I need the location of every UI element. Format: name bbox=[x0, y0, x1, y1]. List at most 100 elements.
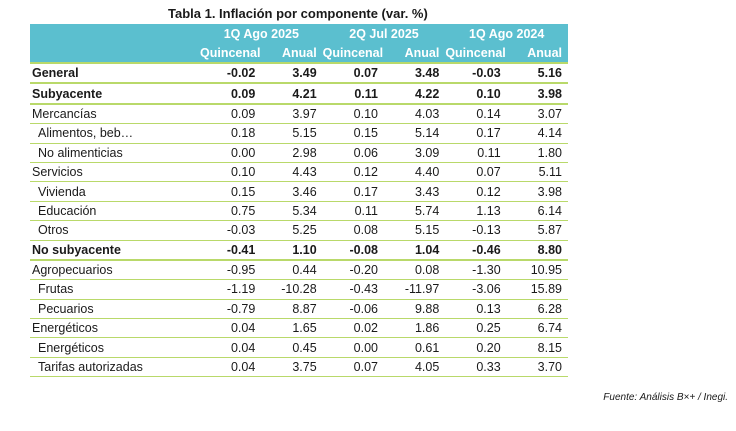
row-label: Mercancías bbox=[30, 103, 200, 125]
period-header: 1Q Ago 2025 bbox=[200, 24, 323, 43]
table-cell: 3.75 bbox=[261, 357, 323, 378]
row-label: Educación bbox=[30, 201, 200, 222]
table-cell: 0.04 bbox=[200, 337, 262, 358]
table-cell: 0.75 bbox=[200, 201, 262, 222]
table-row: Educación 0.75 5.34 0.11 5.74 1.13 6.14 bbox=[30, 201, 568, 222]
table-cell: 1.13 bbox=[445, 201, 507, 222]
table-cell: -0.43 bbox=[322, 279, 384, 300]
table-cell: 5.25 bbox=[261, 220, 323, 241]
table-cell: 3.43 bbox=[384, 181, 446, 202]
table-cell: 6.74 bbox=[506, 318, 568, 339]
subheader-anual: Anual bbox=[261, 43, 323, 63]
table-cell: 0.08 bbox=[384, 259, 446, 281]
table-cell: 3.09 bbox=[384, 143, 446, 163]
row-label: Agropecuarios bbox=[30, 259, 200, 281]
table-row: Energéticos 0.04 1.65 0.02 1.86 0.25 6.7… bbox=[30, 318, 568, 339]
row-label: Vivienda bbox=[30, 181, 200, 202]
row-label: Tarifas autorizadas bbox=[30, 357, 200, 378]
row-label: Pecuarios bbox=[30, 299, 200, 320]
row-label: Subyacente bbox=[30, 83, 200, 105]
table-cell: 4.05 bbox=[384, 357, 446, 378]
table-cell: 5.15 bbox=[384, 220, 446, 241]
table-cell: 9.88 bbox=[384, 299, 446, 320]
table-cell: -1.19 bbox=[200, 279, 262, 300]
row-label: Otros bbox=[30, 220, 200, 241]
table-cell: 4.22 bbox=[384, 83, 446, 105]
row-label: Alimentos, beb… bbox=[30, 123, 200, 144]
table-cell: 4.40 bbox=[384, 162, 446, 183]
table-row: Agropecuarios -0.95 0.44 -0.20 0.08 -1.3… bbox=[30, 259, 568, 281]
table-cell: 5.15 bbox=[261, 123, 323, 144]
table-cell: 0.33 bbox=[445, 357, 507, 378]
table-row: Tarifas autorizadas 0.04 3.75 0.07 4.05 … bbox=[30, 357, 568, 378]
table-cell: 6.14 bbox=[506, 201, 568, 222]
subheader-row: Quincenal Anual Quincenal Anual Quincena… bbox=[30, 43, 568, 63]
table-row: Frutas -1.19 -10.28 -0.43 -11.97 -3.06 1… bbox=[30, 279, 568, 300]
table-cell: -0.03 bbox=[445, 61, 507, 85]
table-cell: 5.74 bbox=[384, 201, 446, 222]
table-cell: 0.45 bbox=[261, 337, 323, 358]
row-label: General bbox=[30, 61, 200, 85]
header-blank-cell bbox=[30, 43, 200, 63]
table-cell: 0.44 bbox=[261, 259, 323, 281]
table-cell: 0.18 bbox=[200, 123, 262, 144]
table-cell: 0.14 bbox=[445, 103, 507, 125]
table-cell: 0.11 bbox=[322, 83, 384, 105]
table-cell: 0.07 bbox=[322, 357, 384, 378]
table-cell: 4.43 bbox=[261, 162, 323, 183]
table-cell: 8.80 bbox=[506, 240, 568, 261]
table-cell: -0.03 bbox=[200, 220, 262, 241]
table-cell: 0.12 bbox=[445, 181, 507, 202]
table-cell: 4.21 bbox=[261, 83, 323, 105]
table-cell: 5.11 bbox=[506, 162, 568, 183]
row-label: No subyacente bbox=[30, 240, 200, 261]
table-cell: -0.02 bbox=[200, 61, 262, 85]
table-row: No alimenticias 0.00 2.98 0.06 3.09 0.11… bbox=[30, 143, 568, 163]
table-cell: 3.97 bbox=[261, 103, 323, 125]
table-cell: -1.30 bbox=[445, 259, 507, 281]
table-cell: 0.07 bbox=[445, 162, 507, 183]
period-header: 2Q Jul 2025 bbox=[322, 24, 446, 43]
table-cell: 4.14 bbox=[506, 123, 568, 144]
table-row: General -0.02 3.49 0.07 3.48 -0.03 5.16 bbox=[30, 61, 568, 85]
subheader-quincenal: Quincenal bbox=[445, 43, 507, 63]
table-cell: 1.10 bbox=[261, 240, 323, 261]
table-cell: 5.14 bbox=[384, 123, 446, 144]
table-cell: -0.08 bbox=[322, 240, 384, 261]
table-cell: 0.25 bbox=[445, 318, 507, 339]
row-label: Energéticos bbox=[30, 337, 200, 358]
table-cell: 0.20 bbox=[445, 337, 507, 358]
subheader-anual: Anual bbox=[384, 43, 446, 63]
table-row: Otros -0.03 5.25 0.08 5.15 -0.13 5.87 bbox=[30, 220, 568, 241]
table-cell: -0.41 bbox=[200, 240, 262, 261]
row-label: Energéticos bbox=[30, 318, 200, 339]
table-cell: 0.04 bbox=[200, 357, 262, 378]
table-cell: 2.98 bbox=[261, 143, 323, 163]
table-cell: 0.11 bbox=[322, 201, 384, 222]
source-note: Fuente: Análisis B×+ / Inegi. bbox=[603, 392, 728, 403]
row-label: Servicios bbox=[30, 162, 200, 183]
period-header-row: 1Q Ago 2025 2Q Jul 2025 1Q Ago 2024 bbox=[30, 24, 568, 43]
table-row: Servicios 0.10 4.43 0.12 4.40 0.07 5.11 bbox=[30, 162, 568, 183]
row-label: Frutas bbox=[30, 279, 200, 300]
table-cell: 3.46 bbox=[261, 181, 323, 202]
table-cell: 0.10 bbox=[322, 103, 384, 125]
table-title: Tabla 1. Inflación por componente (var. … bbox=[168, 6, 428, 21]
table-cell: -11.97 bbox=[384, 279, 446, 300]
table-cell: 0.15 bbox=[322, 123, 384, 144]
table-cell: -0.46 bbox=[445, 240, 507, 261]
table-cell: 10.95 bbox=[506, 259, 568, 281]
table-cell: 1.80 bbox=[506, 143, 568, 163]
table-cell: 8.87 bbox=[261, 299, 323, 320]
table-cell: 0.06 bbox=[322, 143, 384, 163]
table-cell: 0.15 bbox=[200, 181, 262, 202]
table-cell: 1.65 bbox=[261, 318, 323, 339]
period-header: 1Q Ago 2024 bbox=[445, 24, 568, 43]
table-cell: 1.04 bbox=[384, 240, 446, 261]
table-cell: 3.98 bbox=[506, 181, 568, 202]
table-cell: 1.86 bbox=[384, 318, 446, 339]
table-cell: 0.17 bbox=[322, 181, 384, 202]
subheader-quincenal: Quincenal bbox=[322, 43, 384, 63]
table-cell: 4.03 bbox=[384, 103, 446, 125]
table-row: Pecuarios -0.79 8.87 -0.06 9.88 0.13 6.2… bbox=[30, 299, 568, 320]
